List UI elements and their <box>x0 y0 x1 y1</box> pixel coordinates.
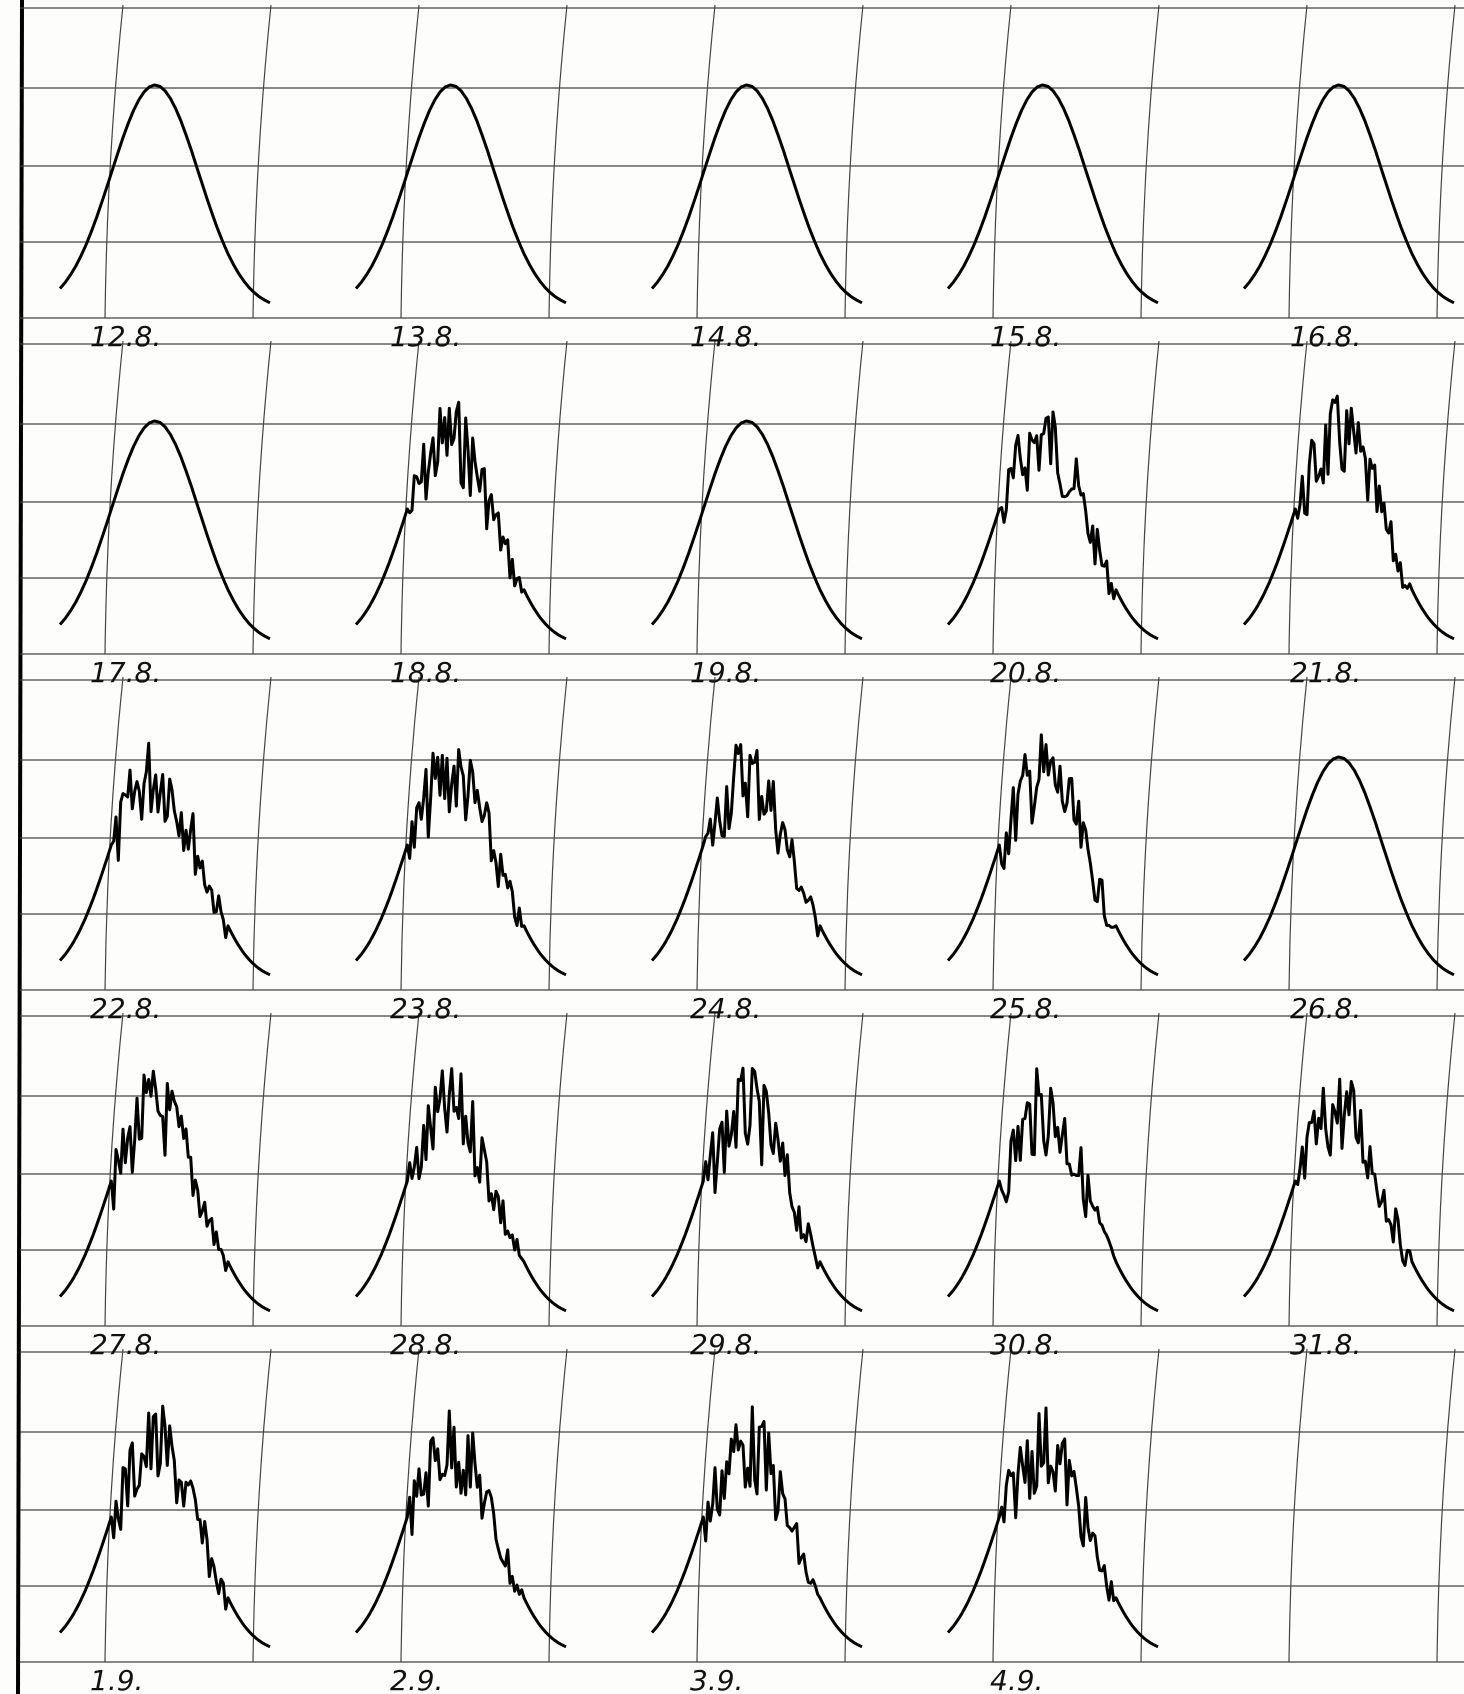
date-label: 15.8. <box>990 320 1061 353</box>
date-label: 20.8. <box>990 656 1061 689</box>
date-label: 14.8. <box>690 320 761 353</box>
date-label: 16.8. <box>1290 320 1361 353</box>
date-label: 24.8. <box>690 992 761 1025</box>
date-label: 1.9. <box>90 1664 143 1694</box>
date-label: 29.8. <box>690 1328 761 1361</box>
date-label: 30.8. <box>990 1328 1061 1361</box>
date-label: 25.8. <box>990 992 1061 1025</box>
date-label: 19.8. <box>690 656 761 689</box>
date-label: 3.9. <box>690 1664 743 1694</box>
date-label: 13.8. <box>390 320 461 353</box>
date-label: 17.8. <box>90 656 161 689</box>
date-label: 23.8. <box>390 992 461 1025</box>
date-label: 12.8. <box>90 320 161 353</box>
date-label: 18.8. <box>390 656 461 689</box>
date-label: 2.9. <box>390 1664 443 1694</box>
date-label: 27.8. <box>90 1328 161 1361</box>
date-label: 22.8. <box>90 992 161 1025</box>
recorder-sheet: 12.8. 13.8. 14.8. 15.8. 16.8. 17.8. 18.8. 19.8.… <box>0 0 1464 1694</box>
date-label: 31.8. <box>1290 1328 1361 1361</box>
date-label: 21.8. <box>1290 656 1361 689</box>
date-label: 4.9. <box>990 1664 1043 1694</box>
date-label: 28.8. <box>390 1328 461 1361</box>
date-label: 26.8. <box>1290 992 1361 1025</box>
